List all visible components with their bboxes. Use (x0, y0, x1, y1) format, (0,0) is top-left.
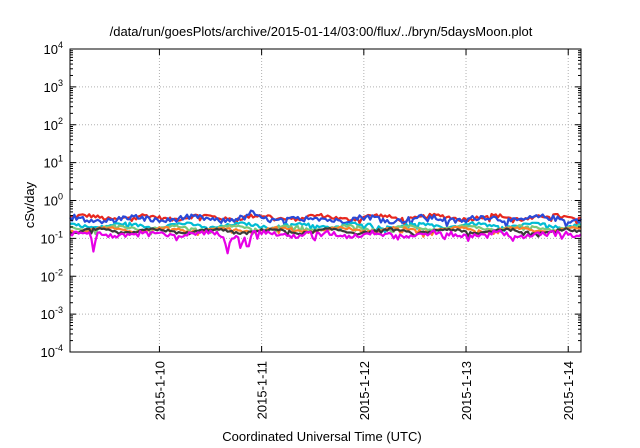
y-tick-label: 102 (44, 116, 63, 133)
y-tick-label-exp: -1 (55, 229, 63, 239)
y-tick-label: 10-4 (41, 343, 63, 360)
y-tick-label: 104 (44, 40, 63, 57)
y-tick-label: 10-1 (41, 229, 63, 246)
y-tick-label-base: 10 (44, 156, 58, 171)
x-tick-label: 2015-1-12 (357, 361, 372, 420)
y-tick-label-base: 10 (44, 42, 58, 57)
y-tick-label-exp: 0 (58, 192, 63, 202)
y-tick-label-base: 10 (44, 194, 58, 209)
y-tick-label: 10-2 (41, 267, 63, 284)
y-tick-label-base: 10 (41, 269, 55, 284)
series-line (69, 209, 582, 229)
y-tick-label: 101 (44, 154, 63, 171)
series-line (69, 227, 582, 238)
x-tick-label: 2015-1-10 (152, 361, 167, 420)
x-tick-label: 2015-1-13 (459, 361, 474, 420)
y-tick-label-base: 10 (41, 307, 55, 322)
y-tick-label-exp: -2 (55, 267, 63, 277)
y-tick-label: 103 (44, 78, 63, 95)
grid-lines (70, 49, 581, 352)
y-tick-label-base: 10 (44, 80, 58, 95)
y-tick-label-exp: 4 (58, 40, 63, 50)
x-tick-label: 2015-1-11 (255, 361, 270, 419)
x-tick-label: 2015-1-14 (561, 361, 576, 420)
chart-title: /data/run/goesPlots/archive/2015-01-14/0… (110, 24, 533, 39)
y-tick-label-base: 10 (41, 345, 55, 360)
y-tick-label-base: 10 (41, 231, 55, 246)
y-tick-label-exp: 3 (58, 78, 63, 88)
x-axis-label: Coordinated Universal Time (UTC) (222, 429, 421, 444)
y-axis-label: cSv/day (22, 181, 37, 228)
y-tick-label-exp: 2 (58, 116, 63, 126)
series-line (69, 212, 582, 226)
y-tick-label-base: 10 (44, 118, 58, 133)
series-group (69, 209, 582, 255)
y-tick-label-exp: 1 (58, 154, 63, 164)
series-line (69, 229, 582, 255)
x-axis: 2015-1-10 2015-1-11 2015-1-12 2015-1-13 2015… (152, 49, 576, 420)
y-tick-label: 100 (44, 192, 63, 209)
y-tick-label-exp: -3 (55, 305, 63, 315)
y-tick-label: 10-3 (41, 305, 63, 322)
y-tick-label-exp: -4 (55, 343, 63, 353)
